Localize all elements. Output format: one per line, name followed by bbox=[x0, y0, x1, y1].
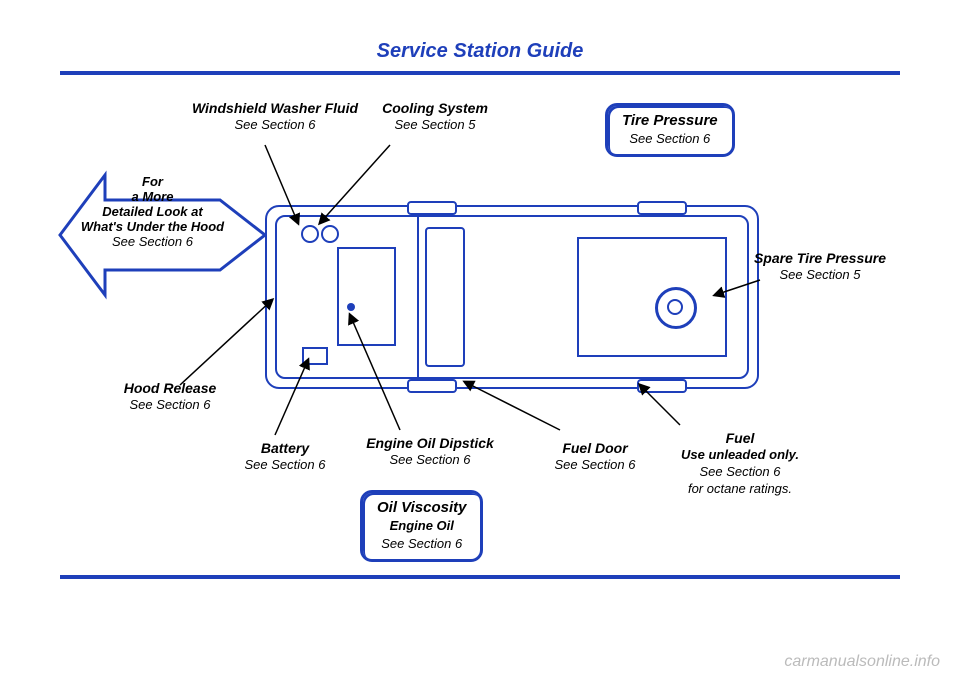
box-tire-pressure: Tire Pressure See Section 6 bbox=[605, 103, 735, 157]
hood-release-sub: See Section 6 bbox=[130, 397, 211, 412]
diagram-canvas: For a More Detailed Look at What's Under… bbox=[60, 95, 900, 575]
fuel-door-sub: See Section 6 bbox=[555, 457, 636, 472]
label-hood-release: Hood Release See Section 6 bbox=[90, 380, 250, 413]
label-fuel-door: Fuel Door See Section 6 bbox=[535, 440, 655, 473]
label-windshield-washer: Windshield Washer Fluid See Section 6 bbox=[180, 100, 370, 133]
hood-area bbox=[277, 217, 419, 377]
divider-top bbox=[60, 71, 900, 75]
windshield-washer-sub: See Section 6 bbox=[235, 117, 316, 132]
fuel-sub: See Section 6 bbox=[700, 464, 781, 479]
windshield-icon bbox=[425, 227, 465, 367]
oil-visc-main: Oil Viscosity bbox=[377, 499, 466, 516]
label-battery: Battery See Section 6 bbox=[225, 440, 345, 473]
dipstick-sub: See Section 6 bbox=[390, 452, 471, 467]
spare-tire-sub: See Section 5 bbox=[780, 267, 861, 282]
engine-block-icon bbox=[337, 247, 396, 346]
dipstick-icon bbox=[347, 303, 355, 311]
page-title: Service Station Guide bbox=[0, 40, 960, 63]
wheel-rear-left bbox=[637, 201, 687, 215]
oil-visc-sub: See Section 6 bbox=[381, 536, 462, 551]
arrow-line3: Detailed Look at bbox=[102, 204, 202, 219]
box-oil-viscosity: Oil Viscosity Engine Oil See Section 6 bbox=[360, 490, 483, 562]
watermark: carmanualsonline.info bbox=[784, 653, 940, 671]
battery-main: Battery bbox=[261, 440, 309, 456]
spare-tire-main: Spare Tire Pressure bbox=[754, 250, 886, 266]
battery-sub: See Section 6 bbox=[245, 457, 326, 472]
arrow-line4: What's Under the Hood bbox=[81, 219, 224, 234]
oil-visc-line2: Engine Oil bbox=[390, 518, 454, 533]
label-cooling-system: Cooling System See Section 5 bbox=[355, 100, 515, 133]
label-engine-oil-dipstick: Engine Oil Dipstick See Section 6 bbox=[335, 435, 525, 468]
fuel-sub2: for octane ratings. bbox=[688, 481, 792, 496]
battery-icon bbox=[302, 347, 328, 365]
wheel-front-right bbox=[407, 379, 457, 393]
fuel-main: Fuel bbox=[726, 430, 755, 446]
spare-tire-icon bbox=[655, 287, 697, 329]
washer-reservoir-icon bbox=[301, 225, 319, 243]
hood-release-main: Hood Release bbox=[124, 380, 217, 396]
arrow-line1: For bbox=[142, 174, 163, 189]
cooling-main: Cooling System bbox=[382, 100, 488, 116]
detail-arrow-text: For a More Detailed Look at What's Under… bbox=[70, 175, 235, 250]
wheel-front-left bbox=[407, 201, 457, 215]
truck-bed-icon bbox=[577, 237, 727, 357]
vehicle-inner bbox=[275, 215, 749, 379]
wheel-rear-right bbox=[637, 379, 687, 393]
arrow-sub: See Section 6 bbox=[112, 234, 193, 249]
tire-pressure-main: Tire Pressure bbox=[622, 112, 718, 129]
label-spare-tire: Spare Tire Pressure See Section 5 bbox=[725, 250, 915, 283]
cooling-sub: See Section 5 bbox=[395, 117, 476, 132]
fuel-line2: Use unleaded only. bbox=[681, 447, 799, 462]
windshield-washer-main: Windshield Washer Fluid bbox=[192, 100, 358, 116]
label-fuel: Fuel Use unleaded only. See Section 6 fo… bbox=[650, 430, 830, 497]
arrow-line2: a More bbox=[132, 189, 174, 204]
tire-pressure-sub: See Section 6 bbox=[629, 131, 710, 146]
cooling-cap-icon bbox=[321, 225, 339, 243]
divider-bottom bbox=[60, 575, 900, 579]
dipstick-main: Engine Oil Dipstick bbox=[366, 435, 494, 451]
fuel-door-main: Fuel Door bbox=[562, 440, 627, 456]
vehicle-top-view bbox=[265, 205, 759, 389]
